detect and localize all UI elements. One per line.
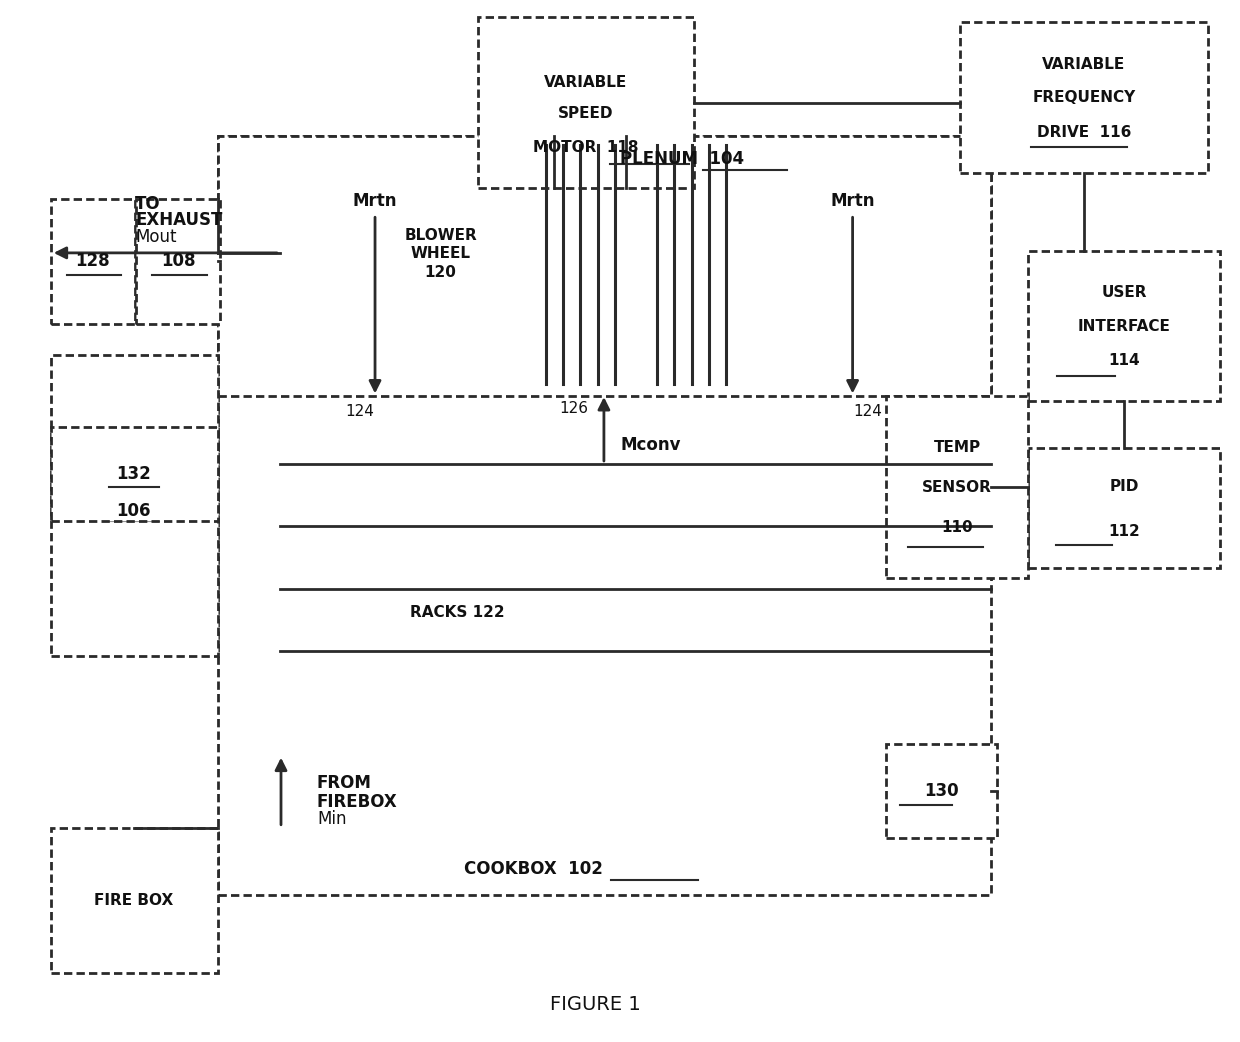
Text: INTERFACE: INTERFACE [1078, 319, 1171, 333]
Text: USER: USER [1101, 286, 1147, 300]
Text: 108: 108 [161, 252, 196, 270]
Text: VARIABLE: VARIABLE [544, 75, 627, 90]
Text: 120: 120 [424, 265, 456, 280]
Text: FIRE BOX: FIRE BOX [94, 893, 174, 908]
Text: FIGURE 1: FIGURE 1 [549, 995, 641, 1014]
Text: Mconv: Mconv [620, 437, 681, 454]
Text: SENSOR: SENSOR [923, 479, 992, 495]
Text: 128: 128 [76, 252, 110, 270]
Bar [960, 22, 1208, 173]
Text: 112: 112 [1109, 524, 1140, 540]
Text: 110: 110 [941, 520, 973, 535]
Text: FREQUENCY: FREQUENCY [1033, 90, 1136, 105]
Text: 126: 126 [559, 401, 589, 416]
Bar [51, 427, 218, 521]
Text: RACKS 122: RACKS 122 [409, 605, 505, 620]
Bar [51, 199, 135, 324]
Bar [887, 396, 1028, 578]
Text: MOTOR  118: MOTOR 118 [533, 140, 639, 155]
Bar [1028, 448, 1220, 568]
Text: PID: PID [1110, 479, 1138, 494]
Text: 124: 124 [853, 404, 882, 419]
Text: WHEEL: WHEEL [410, 246, 471, 262]
Text: DRIVE  116: DRIVE 116 [1037, 125, 1131, 140]
Text: FROM: FROM [317, 774, 372, 792]
Text: Mout: Mout [135, 228, 176, 246]
Text: 124: 124 [346, 404, 374, 419]
Text: 114: 114 [1109, 353, 1140, 368]
Text: EXHAUST: EXHAUST [135, 210, 222, 228]
Text: Min: Min [317, 811, 346, 828]
Bar [218, 137, 991, 895]
Text: TEMP: TEMP [934, 440, 981, 454]
Text: 130: 130 [924, 783, 959, 800]
Text: 106: 106 [117, 501, 151, 520]
Text: SPEED: SPEED [558, 105, 614, 121]
Bar [51, 827, 218, 973]
Text: TO: TO [135, 195, 161, 213]
Text: VARIABLE: VARIABLE [1043, 57, 1126, 72]
Bar [1028, 251, 1220, 401]
Text: COOKBOX  102: COOKBOX 102 [464, 860, 603, 878]
Text: 132: 132 [117, 465, 151, 483]
Text: Mrtn: Mrtn [831, 192, 875, 209]
Text: PLENUM  104: PLENUM 104 [620, 150, 744, 169]
Bar [218, 137, 991, 396]
Text: FIREBOX: FIREBOX [317, 793, 398, 811]
Bar [136, 199, 221, 324]
Text: Mrtn: Mrtn [352, 192, 397, 209]
Bar [887, 744, 997, 838]
Text: BLOWER: BLOWER [404, 228, 477, 243]
Bar [51, 354, 218, 656]
Bar [477, 17, 694, 189]
